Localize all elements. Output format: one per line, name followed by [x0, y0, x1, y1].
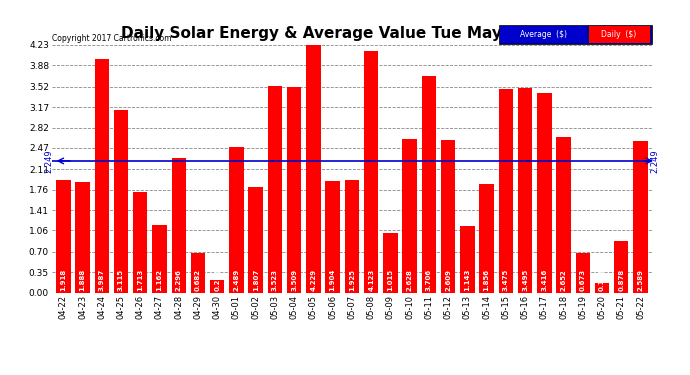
Text: 3.495: 3.495 — [522, 269, 528, 291]
Text: Average  ($): Average ($) — [520, 30, 567, 39]
Text: 0.673: 0.673 — [580, 269, 586, 291]
Bar — [133, 192, 148, 292]
Text: 1.856: 1.856 — [484, 269, 490, 291]
Text: 1.888: 1.888 — [79, 269, 86, 291]
Bar — [287, 87, 302, 292]
Bar — [422, 76, 436, 292]
Text: 3.987: 3.987 — [99, 269, 105, 291]
Text: 1.713: 1.713 — [137, 269, 144, 291]
Text: 1.918: 1.918 — [60, 269, 66, 291]
Bar — [172, 158, 186, 292]
Bar — [480, 184, 494, 292]
Bar — [575, 253, 590, 292]
Bar — [345, 180, 359, 292]
FancyBboxPatch shape — [500, 27, 587, 42]
Bar — [268, 86, 282, 292]
Text: 0.166: 0.166 — [599, 269, 605, 291]
Text: 2.489: 2.489 — [233, 269, 239, 291]
Bar — [518, 88, 532, 292]
Text: 1.925: 1.925 — [349, 269, 355, 291]
Bar — [383, 233, 397, 292]
Bar — [210, 280, 224, 292]
Bar — [75, 182, 90, 292]
Bar — [633, 141, 648, 292]
Bar — [460, 226, 475, 292]
Text: 2.609: 2.609 — [445, 269, 451, 291]
Bar — [190, 253, 205, 292]
Text: 1.143: 1.143 — [464, 269, 471, 291]
Text: 2.628: 2.628 — [406, 270, 413, 291]
Text: 1.015: 1.015 — [387, 269, 393, 291]
Text: 0.682: 0.682 — [195, 269, 201, 291]
Text: 3.115: 3.115 — [118, 269, 124, 291]
Text: 0.878: 0.878 — [618, 269, 624, 291]
Text: 0.216: 0.216 — [214, 269, 220, 291]
Bar — [595, 283, 609, 292]
Bar — [441, 140, 455, 292]
Bar — [364, 51, 378, 292]
Bar — [56, 180, 70, 292]
Text: 2.652: 2.652 — [560, 270, 566, 291]
Text: 3.523: 3.523 — [272, 269, 278, 291]
Bar — [556, 137, 571, 292]
Text: 3.509: 3.509 — [291, 269, 297, 291]
Bar — [114, 110, 128, 292]
Bar — [95, 59, 109, 292]
Text: 3.416: 3.416 — [541, 269, 547, 291]
Text: Copyright 2017 Cartronics.com: Copyright 2017 Cartronics.com — [52, 33, 171, 42]
Text: 1.904: 1.904 — [330, 269, 335, 291]
FancyBboxPatch shape — [589, 27, 650, 42]
Text: 2.249: 2.249 — [45, 149, 54, 173]
Bar — [326, 181, 340, 292]
Bar — [537, 93, 551, 292]
Bar — [614, 241, 629, 292]
Text: 3.475: 3.475 — [503, 269, 509, 291]
Text: 3.706: 3.706 — [426, 269, 432, 291]
Bar — [306, 45, 321, 292]
Bar — [152, 225, 167, 292]
Bar — [248, 187, 263, 292]
Title: Daily Solar Energy & Average Value Tue May 23 19:34: Daily Solar Energy & Average Value Tue M… — [121, 26, 582, 41]
Text: 2.589: 2.589 — [638, 269, 644, 291]
Text: 1.162: 1.162 — [157, 269, 163, 291]
Text: 4.123: 4.123 — [368, 269, 374, 291]
Text: 2.296: 2.296 — [176, 270, 181, 291]
Bar — [499, 89, 513, 292]
Bar — [229, 147, 244, 292]
Text: 1.807: 1.807 — [253, 269, 259, 291]
Text: Daily  ($): Daily ($) — [602, 30, 637, 39]
Bar — [402, 139, 417, 292]
Text: 2.249: 2.249 — [650, 149, 659, 173]
Text: 4.229: 4.229 — [310, 269, 317, 291]
FancyBboxPatch shape — [499, 25, 652, 44]
